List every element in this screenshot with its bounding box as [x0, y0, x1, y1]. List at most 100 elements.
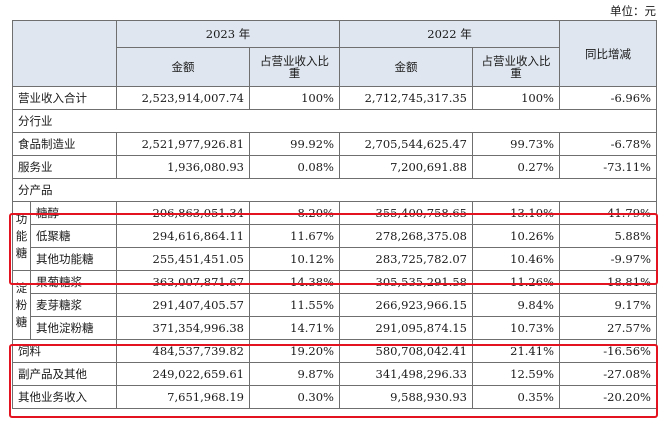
ratio-2023: 9.87% — [249, 362, 340, 386]
table-row: 麦芽糖浆 291,407,405.57 11.55% 266,923,966.1… — [13, 293, 657, 317]
table-row: 淀粉糖 果葡糖浆 363,007,871.67 14.38% 305,535,2… — [12, 270, 657, 340]
header-ratio-2022: 占营业收入比重 — [472, 47, 560, 87]
row-label: 营业收入合计 — [12, 86, 117, 110]
amount-2022: 7,200,691.88 — [339, 155, 473, 179]
amount-2023: 291,407,405.57 — [116, 293, 250, 317]
header-year-2022: 2022 年 — [339, 20, 560, 48]
amount-2023: 206,863,051.34 — [116, 201, 250, 225]
amount-2022: 355,400,758.65 — [339, 201, 473, 225]
ratio-2022: 100% — [472, 86, 560, 110]
amount-2023: 484,537,739.82 — [116, 339, 250, 363]
section-row-product: 分产品 — [12, 178, 657, 202]
ratio-2023: 19.20% — [249, 339, 340, 363]
ratio-2022: 10.73% — [472, 316, 560, 340]
row-label: 食品制造业 — [12, 132, 117, 156]
row-label: 低聚糖 — [30, 224, 117, 248]
yoy-change: -9.97% — [559, 247, 657, 271]
unit-label: 单位：元 — [610, 4, 656, 18]
yoy-change: 27.57% — [559, 316, 657, 340]
amount-2023: 363,007,871.67 — [116, 270, 250, 294]
amount-2022: 341,498,296.33 — [339, 362, 473, 386]
table-row: 功能糖 糖醇 206,863,051.34 8.20% 355,400,758.… — [12, 201, 657, 271]
section-label: 分行业 — [12, 109, 657, 133]
amount-2023: 371,354,996.38 — [116, 316, 250, 340]
table-row: 其他功能糖 255,451,451.05 10.12% 283,725,782.… — [13, 247, 657, 271]
ratio-2022: 21.41% — [472, 339, 560, 363]
ratio-2022: 9.84% — [472, 293, 560, 317]
amount-2022: 580,708,042.41 — [339, 339, 473, 363]
amount-2022: 266,923,966.15 — [339, 293, 473, 317]
ratio-2023: 8.20% — [249, 201, 340, 225]
header-yoy: 同比增减 — [559, 20, 657, 87]
yoy-change: 5.88% — [559, 224, 657, 248]
ratio-2023: 14.71% — [249, 316, 340, 340]
yoy-change: 9.17% — [559, 293, 657, 317]
yoy-change: -41.79% — [559, 201, 657, 225]
ratio-2022: 10.46% — [472, 247, 560, 271]
row-label: 服务业 — [12, 155, 117, 179]
section-row-industry: 分行业 — [12, 109, 657, 133]
header-row-years: 2023 年 2022 年 同比增减 — [12, 20, 657, 87]
table-row: 副产品及其他 249,022,659.61 9.87% 341,498,296.… — [12, 362, 657, 386]
ratio-2022: 10.26% — [472, 224, 560, 248]
yoy-change: -6.96% — [559, 86, 657, 110]
amount-2022: 283,725,782.07 — [339, 247, 473, 271]
row-label: 其他功能糖 — [30, 247, 117, 271]
ratio-2022: 99.73% — [472, 132, 560, 156]
row-label: 麦芽糖浆 — [30, 293, 117, 317]
row-label: 其他业务收入 — [12, 385, 117, 409]
amount-2022: 9,588,930.93 — [339, 385, 473, 409]
yoy-change: -16.56% — [559, 339, 657, 363]
ratio-2022: 13.10% — [472, 201, 560, 225]
ratio-2023: 100% — [249, 86, 340, 110]
header-year-2023: 2023 年 — [116, 20, 340, 48]
header-corner — [12, 20, 117, 87]
table-row: 低聚糖 294,616,864.11 11.67% 278,268,375.08… — [13, 224, 657, 248]
amount-2023: 294,616,864.11 — [116, 224, 250, 248]
row-label: 副产品及其他 — [12, 362, 117, 386]
header-amount-2022: 金额 — [339, 47, 473, 87]
row-label: 果葡糖浆 — [30, 270, 117, 294]
amount-2023: 2,521,977,926.81 — [116, 132, 250, 156]
yoy-change: -73.11% — [559, 155, 657, 179]
table-row: 食品制造业 2,521,977,926.81 99.92% 2,705,544,… — [12, 132, 657, 156]
amount-2023: 1,936,080.93 — [116, 155, 250, 179]
yoy-change: -20.20% — [559, 385, 657, 409]
ratio-2023: 0.30% — [249, 385, 340, 409]
table-row: 其他淀粉糖 371,354,996.38 14.71% 291,095,874.… — [13, 316, 657, 340]
amount-2022: 278,268,375.08 — [339, 224, 473, 248]
ratio-2022: 0.27% — [472, 155, 560, 179]
ratio-2023: 11.55% — [249, 293, 340, 317]
header-amount-2023: 金额 — [116, 47, 250, 87]
table-row: 饲料 484,537,739.82 19.20% 580,708,042.41 … — [12, 339, 657, 363]
revenue-composition-table: 2023 年 2022 年 同比增减 金额 占营业收入比重 金额 占营业收入比重… — [12, 20, 657, 409]
header-row-columns: 金额 占营业收入比重 金额 占营业收入比重 — [13, 47, 657, 87]
row-label: 其他淀粉糖 — [30, 316, 117, 340]
ratio-2022: 11.26% — [472, 270, 560, 294]
header-ratio-2023: 占营业收入比重 — [249, 47, 340, 87]
amount-2022: 2,712,745,317.35 — [339, 86, 473, 110]
row-label: 糖醇 — [30, 201, 117, 225]
ratio-2023: 99.92% — [249, 132, 340, 156]
amount-2023: 7,651,968.19 — [116, 385, 250, 409]
table-row: 服务业 1,936,080.93 0.08% 7,200,691.88 0.27… — [12, 155, 657, 179]
amount-2023: 255,451,451.05 — [116, 247, 250, 271]
amount-2022: 2,705,544,625.47 — [339, 132, 473, 156]
amount-2023: 2,523,914,007.74 — [116, 86, 250, 110]
table-row: 营业收入合计 2,523,914,007.74 100% 2,712,745,3… — [12, 86, 657, 110]
amount-2022: 291,095,874.15 — [339, 316, 473, 340]
group-label-functional-sugar: 功能糖 — [12, 201, 31, 271]
ratio-2023: 0.08% — [249, 155, 340, 179]
ratio-2022: 0.35% — [472, 385, 560, 409]
yoy-change: -6.78% — [559, 132, 657, 156]
ratio-2023: 11.67% — [249, 224, 340, 248]
yoy-change: 18.81% — [559, 270, 657, 294]
ratio-2023: 10.12% — [249, 247, 340, 271]
group-label-starch-sugar: 淀粉糖 — [12, 270, 31, 340]
ratio-2022: 12.59% — [472, 362, 560, 386]
table-row: 其他业务收入 7,651,968.19 0.30% 9,588,930.93 0… — [12, 385, 657, 409]
amount-2022: 305,535,291.58 — [339, 270, 473, 294]
row-label: 饲料 — [12, 339, 117, 363]
section-label: 分产品 — [12, 178, 657, 202]
yoy-change: -27.08% — [559, 362, 657, 386]
